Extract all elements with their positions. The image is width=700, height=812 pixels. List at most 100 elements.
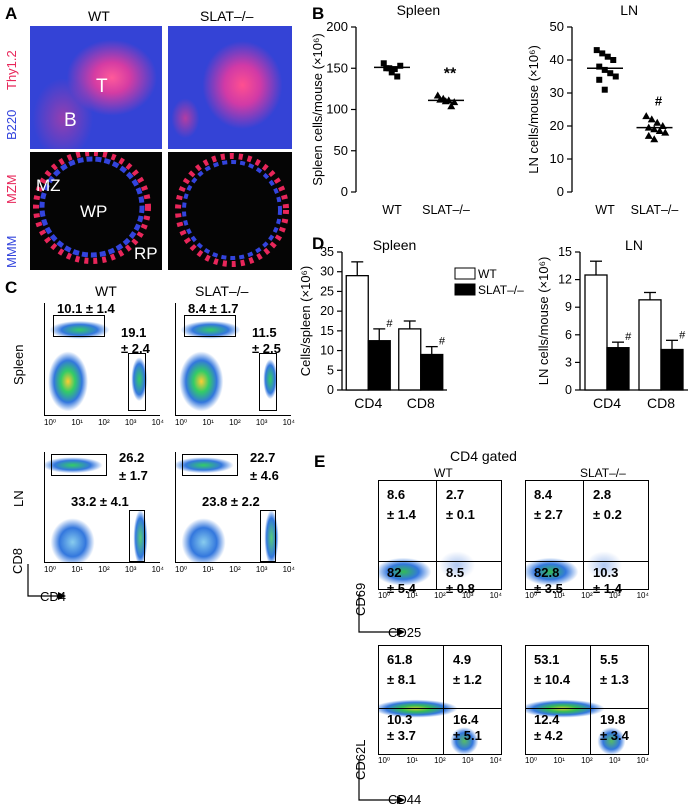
data-point bbox=[610, 57, 617, 63]
x-category-label: CD8 bbox=[407, 395, 435, 411]
stat-ln-wt-cd8-b: ± 1.7 bbox=[119, 468, 148, 483]
chart-spleen-cells: 0 50 100 150 200 Spleen Spleen cells/mouse (×1… bbox=[310, 2, 470, 217]
chart-title: LN bbox=[625, 237, 643, 253]
quadrant-xticks: 10⁰ 10¹ 10² 10³ 10⁴ bbox=[378, 756, 502, 765]
histology-ko-thy12-b220 bbox=[168, 26, 292, 149]
data-point bbox=[447, 102, 456, 110]
quadrant-divider-horizontal bbox=[379, 561, 501, 563]
bar-wt bbox=[398, 328, 422, 391]
histology-ko-mzm-mmm bbox=[168, 152, 292, 270]
data-point bbox=[599, 50, 606, 57]
data-point bbox=[642, 112, 651, 120]
data-point bbox=[612, 73, 619, 80]
tick: 10³ bbox=[255, 565, 268, 574]
data-point bbox=[593, 47, 600, 54]
quadrant-lr-sd: ± 0.8 bbox=[446, 581, 475, 596]
quadrant-plot-wt2: 61.8 ± 8.1 4.9 ± 1.2 10.3 ± 3.7 16.4 ± 5.1 bbox=[378, 645, 502, 755]
tick: 10⁰ bbox=[378, 756, 391, 765]
data-point bbox=[391, 66, 398, 73]
panel-c-ko-header: SLAT–/– bbox=[195, 283, 249, 299]
data-point bbox=[388, 69, 395, 76]
tick: 10⁰ bbox=[175, 565, 188, 574]
axis-label-cd25: CD25 bbox=[388, 625, 422, 640]
y-tick-label: 15 bbox=[558, 245, 572, 259]
bar-wt bbox=[638, 299, 662, 391]
quadrant-ll-sd: ± 3.5 bbox=[534, 581, 563, 596]
quadrant-ll-sd: ± 3.7 bbox=[387, 728, 416, 743]
tick: 10¹ bbox=[71, 418, 83, 427]
tick: 10⁰ bbox=[175, 418, 188, 427]
y-tick-label: 50 bbox=[550, 19, 564, 34]
tick: 10⁴ bbox=[489, 756, 502, 765]
data-point bbox=[601, 86, 608, 93]
chart-ln-cells: 0 10 20 30 40 50 LN LN cells/mouse (×10⁶) WT SLAT… bbox=[526, 2, 678, 217]
quadrant-ll-value: 82 bbox=[387, 565, 402, 580]
axis-label-cd8: CD8 bbox=[10, 547, 25, 574]
panel-a-wt-header: WT bbox=[88, 8, 110, 24]
region-label-t: T bbox=[96, 76, 108, 97]
quadrant-xticks: 10⁰ 10¹ 10² 10³ 10⁴ bbox=[525, 756, 649, 765]
axis-arrow-cd62l-cd44 bbox=[358, 760, 405, 804]
quadrant-divider-horizontal bbox=[379, 708, 501, 710]
chart-ln-bars: 0 3 6 9 12 15 LN LN cells/mouse (×10⁶) # CD4 # CD8 bbox=[536, 237, 688, 411]
gate-cd8 bbox=[51, 454, 107, 476]
y-axis-label: LN cells/mouse (×10⁶) bbox=[536, 257, 551, 386]
axis-label-cd62l: CD62L bbox=[353, 739, 368, 780]
quadrant-ul-sd: ± 1.4 bbox=[387, 507, 416, 522]
tick: 10⁴ bbox=[636, 591, 649, 600]
quadrant-ul-sd: ± 8.1 bbox=[387, 672, 416, 687]
bar-ko bbox=[660, 348, 684, 391]
panel-letter-c: C bbox=[5, 278, 18, 297]
quadrant-xticks: 10⁰ 10¹ 10² 10³ 10⁴ bbox=[378, 591, 502, 600]
stat-ln-wt-cd8-a: 26.2 bbox=[119, 450, 145, 465]
quadrant-ul-value: 53.1 bbox=[534, 652, 560, 667]
quadrant-ul-value: 61.8 bbox=[387, 652, 413, 667]
quadrant-ur-sd: ± 0.2 bbox=[593, 507, 622, 522]
data-point bbox=[647, 115, 656, 123]
x-category-label: SLAT–/– bbox=[422, 203, 470, 217]
row-label-ln: LN bbox=[11, 490, 26, 507]
tick: 10³ bbox=[124, 565, 137, 574]
x-category-label: CD4 bbox=[593, 395, 621, 411]
stat-spleen-ko-cd4-a: 11.5 bbox=[252, 325, 277, 340]
flow-plot-ln-ko: 22.7 ± 4.6 23.8 ± 2.2 bbox=[175, 450, 291, 563]
tick: 10⁴ bbox=[282, 565, 295, 574]
gate-cd8 bbox=[182, 454, 238, 476]
quadrant-lr-value: 16.4 bbox=[453, 712, 479, 727]
quadrant-ll-sd: ± 5.4 bbox=[387, 581, 416, 596]
tick: 10¹ bbox=[406, 756, 418, 765]
y-tick-label: 200 bbox=[326, 19, 348, 34]
chart-title: LN bbox=[620, 2, 638, 18]
chart-title: Spleen bbox=[373, 237, 417, 253]
y-tick-label: 10 bbox=[550, 151, 564, 166]
y-tick-label: 20 bbox=[550, 118, 564, 133]
y-tick-label: 35 bbox=[320, 245, 334, 259]
tick: 10³ bbox=[461, 591, 474, 600]
significance-marker: ** bbox=[444, 65, 457, 82]
bar-ko bbox=[367, 340, 391, 391]
stat-spleen-wt-cd4-a: 19.1 bbox=[121, 325, 147, 340]
quadrant-lr-value: 10.3 bbox=[593, 565, 619, 580]
bar-wt bbox=[345, 275, 369, 391]
data-point bbox=[655, 126, 664, 134]
x-category-label: CD4 bbox=[354, 395, 382, 411]
quadrant-divider-vertical bbox=[590, 646, 592, 754]
panel-c-wt-header: WT bbox=[95, 283, 117, 299]
panel-letter-a: A bbox=[5, 4, 18, 23]
y-axis-label: LN cells/mouse (×10⁶) bbox=[526, 45, 541, 174]
y-tick-label: 30 bbox=[550, 85, 564, 100]
axis-label-cd69: CD69 bbox=[353, 582, 368, 616]
tick: 10⁰ bbox=[378, 591, 391, 600]
stat-ln-ko-cd8-a: 22.7 bbox=[250, 450, 276, 465]
quadrant-divider-vertical bbox=[583, 481, 585, 589]
bar-ko bbox=[420, 353, 444, 391]
quadrant-ur-sd: ± 1.2 bbox=[453, 672, 482, 687]
tick: 10¹ bbox=[553, 591, 565, 600]
y-axis-label: Spleen cells/mouse (×10⁶) bbox=[310, 33, 325, 185]
quadrant-ll-value: 10.3 bbox=[387, 712, 413, 727]
gate-cd4 bbox=[128, 353, 146, 411]
data-point bbox=[596, 76, 603, 83]
flow-xticks-spleen-wt: 10⁰ 10¹ 10² 10³ 10⁴ bbox=[44, 418, 164, 427]
